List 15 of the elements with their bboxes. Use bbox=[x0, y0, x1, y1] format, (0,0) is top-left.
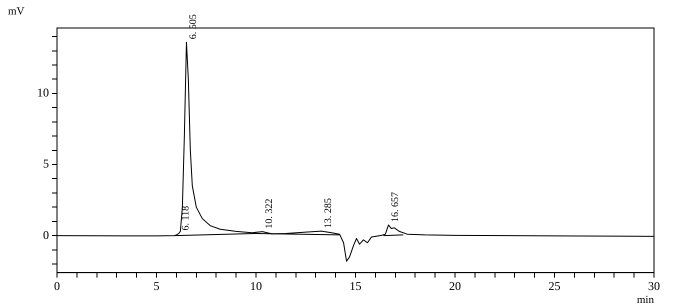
annotation: 10. 322 bbox=[264, 198, 276, 229]
x-axis-title: min bbox=[636, 294, 654, 306]
y-tick-label: 0 bbox=[43, 228, 49, 242]
x-tick-label: 5 bbox=[154, 278, 160, 293]
y-axis-title: mV bbox=[8, 5, 25, 18]
x-tick-label: 0 bbox=[54, 278, 60, 293]
annotation: 13. 285 bbox=[322, 198, 334, 228]
x-tick-label: 25 bbox=[548, 278, 560, 293]
x-tick-label: 15 bbox=[350, 278, 362, 293]
annotation: 16. 657 bbox=[390, 192, 402, 222]
x-tick-label: 30 bbox=[648, 278, 660, 293]
y-tick-label: 10 bbox=[37, 86, 49, 100]
y-tick-label: 5 bbox=[43, 156, 49, 171]
x-tick-label: 20 bbox=[449, 278, 461, 293]
x-tick-label: 10 bbox=[250, 278, 262, 293]
